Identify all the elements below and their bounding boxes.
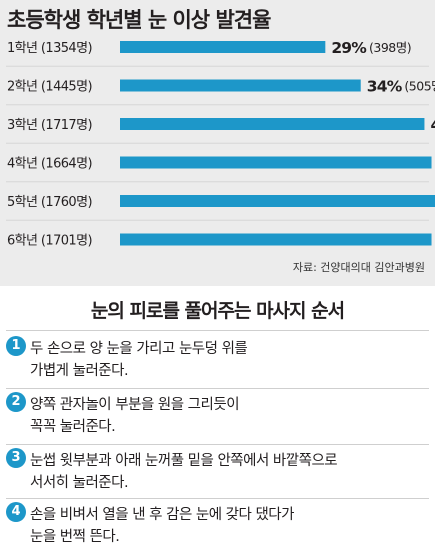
count-label: (505명): [404, 79, 435, 94]
divider: [6, 388, 429, 389]
step-number-badge: 1: [6, 336, 26, 356]
category-label: 6학년 (1701명): [7, 234, 92, 249]
category-label: 1학년 (1354명): [7, 41, 92, 56]
divider: [6, 498, 429, 499]
bar: [120, 195, 435, 207]
bar: [120, 233, 432, 246]
chart-panel: 초등학생 학년별 눈 이상 발견율 1학년 (1354명) 29% (398명) 2학…: [0, 0, 435, 286]
divider: [6, 330, 429, 331]
bar: [120, 41, 326, 53]
data-label: 29%: [331, 39, 367, 57]
bar: [120, 156, 432, 169]
bar-chart: 1학년 (1354명) 29%(398명) 2학년 (1445명) 34%(505명)…: [6, 39, 435, 249]
category-label: 5학년 (1760명): [7, 195, 92, 210]
step-text-line-1: 손을 비벼서 열을 낸 후 감은 눈에 갖다 댔다가: [30, 507, 295, 523]
data-label: 34%: [367, 78, 403, 96]
step-number-badge: 2: [6, 392, 26, 412]
bar: [120, 118, 425, 130]
category-label: 2학년 (1445명): [7, 80, 92, 95]
step-text-line-2: 가볍게 눌러준다.: [30, 363, 129, 379]
step-number-badge: 3: [6, 448, 26, 468]
category-label: 3학년 (1717명): [7, 118, 92, 133]
chart-title: 초등학생 학년별 눈 이상 발견율: [7, 8, 271, 32]
bar: [120, 79, 361, 92]
step-text-line-2: 눈을 번쩍 뜬다.: [30, 529, 120, 545]
massage-panel: 눈의 피로를 풀어주는 마사지 순서 1 두 손으로 양 눈을 가리고 눈두덩 …: [0, 286, 435, 560]
source-note: 자료: 건양대의대 김안과병원: [292, 261, 425, 274]
step-text-line-1: 양쪽 관자놀이 부분을 원을 그리듯이: [30, 397, 240, 413]
step-text-line-2: 서서히 눌러준다.: [30, 475, 129, 491]
category-label: 4학년 (1664명): [7, 157, 92, 172]
massage-title: 눈의 피로를 풀어주는 마사지 순서: [90, 300, 345, 322]
data-label: 43%: [430, 116, 435, 134]
step-text-line-1: 눈썹 윗부분과 아래 눈꺼풀 밑을 안쪽에서 바깥쪽으로: [30, 453, 338, 469]
count-label: (398명): [369, 40, 411, 55]
divider: [6, 444, 429, 445]
step-number-badge: 4: [6, 502, 26, 522]
step-text-line-2: 꼭꼭 눌러준다.: [30, 419, 116, 435]
step-text-line-1: 두 손으로 양 눈을 가리고 눈두덩 위를: [30, 341, 248, 357]
